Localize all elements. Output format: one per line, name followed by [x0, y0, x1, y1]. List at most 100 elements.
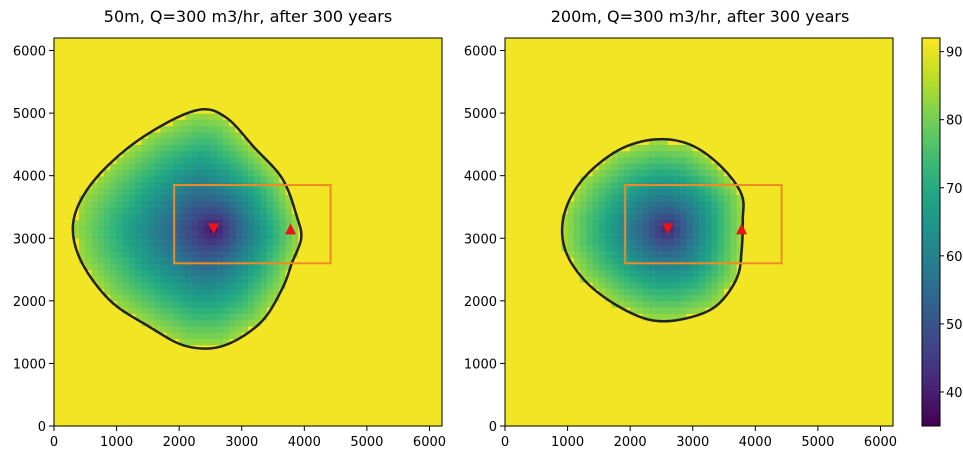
heatmap-cell — [329, 257, 337, 264]
heatmap-cell — [348, 413, 355, 421]
heatmap-cell — [398, 250, 406, 258]
heatmap-cell — [435, 294, 443, 302]
heatmap-cell — [160, 106, 168, 114]
x-tick-label: 2000 — [163, 435, 196, 450]
heatmap-cell — [517, 344, 525, 352]
heatmap-cell — [423, 138, 431, 145]
heatmap-cell — [505, 294, 512, 302]
heatmap-cell — [316, 313, 324, 321]
heatmap-cell — [435, 344, 443, 352]
heatmap-cell — [241, 38, 249, 45]
heatmap-cell — [391, 407, 399, 415]
heatmap-cell — [273, 369, 280, 377]
heatmap-cell — [435, 63, 443, 70]
heatmap-cell — [580, 194, 587, 202]
heatmap-cell — [354, 344, 362, 352]
heatmap-cell — [385, 394, 393, 402]
heatmap-cell — [404, 300, 412, 308]
heatmap-cell — [166, 163, 174, 171]
heatmap-cell — [555, 363, 562, 371]
heatmap-cell — [60, 38, 68, 45]
heatmap-cell — [135, 275, 143, 283]
heatmap-cell — [110, 382, 118, 390]
heatmap-cell — [122, 288, 130, 296]
heatmap-cell — [523, 288, 531, 296]
heatmap-cell — [273, 194, 280, 202]
heatmap-cell — [191, 294, 199, 302]
heatmap-cell — [335, 332, 343, 339]
heatmap-cell — [605, 275, 612, 283]
heatmap-cell — [248, 232, 255, 239]
heatmap-cell — [323, 263, 330, 271]
heatmap-cell — [273, 275, 280, 283]
heatmap-cell — [254, 375, 262, 383]
heatmap-cell — [172, 407, 180, 415]
heatmap-cell — [241, 75, 249, 83]
heatmap-cell — [598, 269, 606, 277]
heatmap-cell — [573, 219, 581, 227]
heatmap-cell — [273, 144, 280, 152]
heatmap-cell — [172, 300, 180, 308]
heatmap-cell — [530, 75, 537, 83]
heatmap-cell — [391, 400, 399, 408]
heatmap-cell — [530, 138, 537, 145]
heatmap-cell — [85, 350, 93, 358]
heatmap-cell — [160, 125, 168, 133]
heatmap-cell — [505, 188, 512, 196]
heatmap-cell — [66, 275, 74, 283]
heatmap-cell — [222, 81, 230, 89]
heatmap-cell — [429, 257, 437, 264]
heatmap-cell — [91, 75, 99, 83]
heatmap-cell — [348, 307, 355, 314]
heatmap-cell — [104, 175, 111, 183]
heatmap-cell — [429, 63, 437, 70]
heatmap-cell — [254, 407, 262, 415]
heatmap-cell — [60, 81, 68, 89]
heatmap-cell — [523, 175, 531, 183]
heatmap-cell — [129, 206, 136, 214]
heatmap-cell — [110, 181, 118, 189]
heatmap-cell — [298, 56, 305, 64]
heatmap-cell — [291, 188, 299, 196]
heatmap-cell — [91, 88, 99, 95]
heatmap-cell — [335, 313, 343, 321]
heatmap-cell — [598, 56, 606, 64]
heatmap-cell — [567, 394, 575, 402]
heatmap-cell — [542, 56, 550, 64]
heatmap-cell — [285, 200, 293, 208]
heatmap-cell — [104, 106, 111, 114]
heatmap-cell — [505, 131, 512, 139]
heatmap-cell — [279, 150, 287, 158]
heatmap-cell — [354, 63, 362, 70]
heatmap-cell — [260, 257, 268, 264]
heatmap-cell — [391, 119, 399, 127]
heatmap-cell — [116, 188, 124, 196]
heatmap-cell — [348, 169, 355, 177]
heatmap-cell — [229, 125, 237, 133]
heatmap-cell — [273, 131, 280, 139]
heatmap-cell — [204, 257, 212, 264]
heatmap-cell — [366, 131, 374, 139]
heatmap-cell — [335, 350, 343, 358]
heatmap-cell — [285, 219, 293, 227]
heatmap-cell — [505, 282, 512, 289]
heatmap-cell — [298, 338, 305, 346]
heatmap-cell — [141, 125, 149, 133]
heatmap-cell — [160, 294, 168, 302]
heatmap-cell — [116, 56, 124, 64]
heatmap-cell — [329, 150, 337, 158]
heatmap-cell — [172, 282, 180, 289]
heatmap-cell — [298, 131, 305, 139]
heatmap-cell — [185, 344, 193, 352]
heatmap-cell — [517, 94, 525, 102]
heatmap-cell — [110, 219, 118, 227]
heatmap-cell — [60, 394, 68, 402]
heatmap-cell — [329, 250, 337, 258]
heatmap-cell — [310, 206, 318, 214]
heatmap-cell — [335, 156, 343, 164]
heatmap-cell — [179, 169, 187, 177]
heatmap-cell — [592, 213, 600, 221]
heatmap-cell — [129, 363, 136, 371]
heatmap-cell — [598, 319, 606, 327]
heatmap-cell — [248, 194, 255, 202]
